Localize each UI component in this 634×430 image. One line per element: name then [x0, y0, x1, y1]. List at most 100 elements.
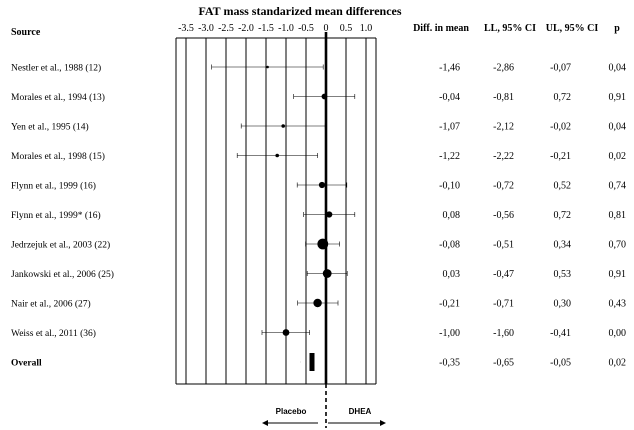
study-source: Flynn et al., 1999* (16): [11, 210, 101, 221]
overall-ll-value: -0,65: [493, 358, 514, 369]
x-tick-label: 0.5: [340, 23, 353, 34]
study-source: Yen et al., 1995 (14): [11, 122, 89, 133]
study-ll-value: -0,56: [493, 210, 514, 221]
point-estimate: [275, 153, 280, 158]
point-estimate: [318, 181, 326, 189]
study-source: Flynn et al., 1999 (16): [11, 181, 96, 192]
header-source: Source: [11, 27, 41, 38]
study-ul-value: -0,02: [550, 122, 571, 133]
study-row: Flynn et al., 1999 (16) -0,10 -0,72 0,52 0,7…: [11, 181, 626, 192]
study-p-value: 0,43: [609, 299, 627, 310]
study-ul-value: -0,41: [550, 328, 571, 339]
study-p-value: 0,91: [609, 92, 627, 103]
header-diff: Diff. in mean: [413, 23, 469, 34]
point-estimate: [281, 124, 286, 128]
overall-row: Overall -0,35 -0,65 -0,05 0,02: [11, 353, 626, 371]
point-estimate: [266, 65, 269, 69]
x-tick-label: -2.0: [238, 23, 254, 34]
point-estimate: [317, 238, 329, 250]
study-ul-value: 0,72: [554, 210, 572, 221]
study-source: Weiss et al., 2011 (36): [11, 328, 96, 339]
point-estimate: [322, 269, 332, 278]
study-row: Flynn et al., 1999* (16) 0,08 -0,56 0,72 0,8…: [11, 210, 626, 221]
point-estimate: [313, 298, 322, 308]
study-ll-value: -0,71: [493, 299, 514, 310]
study-diff-value: 0,03: [443, 269, 461, 280]
plot-frame: [175, 32, 377, 428]
favors-footer: Placebo DHEA: [262, 407, 386, 426]
x-tick-label: -0.5: [298, 23, 314, 34]
study-source: Jedrzejuk et al., 2003 (22): [11, 240, 110, 251]
study-ll-value: -0,51: [493, 240, 514, 251]
study-p-value: 0,04: [609, 63, 627, 74]
study-diff-value: -0,21: [439, 299, 460, 310]
study-ul-value: 0,53: [554, 269, 572, 280]
favors-right-label: DHEA: [349, 407, 372, 416]
study-ll-value: -0,47: [493, 269, 514, 280]
study-ul-value: 0,52: [554, 181, 572, 192]
study-ul-value: 0,34: [554, 240, 572, 251]
study-p-value: 0,74: [609, 181, 627, 192]
study-source: Morales et al., 1994 (13): [11, 92, 105, 103]
study-row: Jankowski et al., 2006 (25) 0,03 -0,47 0,53…: [11, 269, 626, 280]
study-p-value: 0,91: [609, 269, 627, 280]
overall-estimate-marker: [309, 353, 315, 371]
point-estimate: [326, 211, 333, 218]
x-tick-label: -2.5: [218, 23, 234, 34]
study-rows: Nestler et al., 1988 (12) -1,46 -2,86 -0,07…: [11, 63, 626, 340]
study-source: Morales et al., 1998 (15): [11, 151, 105, 162]
study-row: Nair et al., 2006 (27) -0,21 -0,71 0,30 0,43: [11, 299, 626, 310]
point-estimate: [321, 93, 328, 100]
overall-diff-value: -0,35: [439, 358, 460, 369]
overall-label: Overall: [11, 359, 42, 369]
study-source: Jankowski et al., 2006 (25): [11, 269, 114, 280]
x-tick-label: -1.5: [258, 23, 274, 34]
study-diff-value: -0,10: [439, 181, 460, 192]
study-source: Nair et al., 2006 (27): [11, 299, 91, 310]
study-diff-value: -0,08: [439, 240, 460, 251]
study-row: Morales et al., 1998 (15) -1,22 -2,22 -0,21…: [11, 151, 626, 162]
study-p-value: 0,00: [609, 328, 627, 339]
study-source: Nestler et al., 1988 (12): [11, 63, 101, 74]
overall-p-value: 0,02: [609, 358, 627, 369]
overall-ul-value: -0,05: [550, 358, 571, 369]
study-p-value: 0,04: [609, 122, 627, 133]
study-ul-value: 0,30: [554, 299, 572, 310]
study-row: Weiss et al., 2011 (36) -1,00 -1,60 -0,41 0,…: [11, 328, 626, 339]
study-ul-value: -0,21: [550, 151, 571, 162]
study-diff-value: -0,04: [439, 92, 460, 103]
header-p: p: [614, 23, 620, 34]
study-diff-value: -1,22: [439, 151, 460, 162]
header-ul: UL, 95% CI: [546, 23, 599, 34]
study-p-value: 0,02: [609, 151, 627, 162]
x-axis-tick-labels: -3.5 -3.0 -2.5 -2.0 -1.5 -1.0 -0.5 0 0.5 1.0: [178, 23, 372, 34]
study-diff-value: -1,46: [439, 63, 460, 74]
study-ll-value: -0,81: [493, 92, 514, 103]
x-tick-label: -3.0: [198, 23, 214, 34]
header-ll: LL, 95% CI: [484, 23, 536, 34]
study-p-value: 0,70: [609, 240, 627, 251]
x-tick-label: 0: [324, 23, 329, 34]
study-diff-value: -1,07: [439, 122, 460, 133]
chart-title: FAT mass standarized mean differences: [198, 4, 401, 18]
study-ul-value: -0,07: [550, 63, 571, 74]
study-row: Jedrzejuk et al., 2003 (22) -0,08 -0,51 0,3…: [11, 238, 627, 251]
study-ll-value: -2,86: [493, 63, 514, 74]
x-tick-label: 1.0: [360, 23, 373, 34]
study-ll-value: -1,60: [493, 328, 514, 339]
study-ul-value: 0,72: [554, 92, 572, 103]
point-estimate: [282, 329, 290, 336]
x-tick-label: -1.0: [278, 23, 294, 34]
favors-left-arrowhead: [262, 420, 268, 426]
study-ll-value: -2,12: [493, 122, 514, 133]
study-ll-value: -2,22: [493, 151, 514, 162]
study-p-value: 0,81: [609, 210, 627, 221]
favors-left-label: Placebo: [276, 407, 307, 416]
favors-right-arrowhead: [380, 420, 386, 426]
study-diff-value: 0,08: [443, 210, 461, 221]
study-row: Yen et al., 1995 (14) -1,07 -2,12 -0,02 0,04: [11, 122, 626, 133]
study-ll-value: -0,72: [493, 181, 514, 192]
study-diff-value: -1,00: [439, 328, 460, 339]
x-tick-label: -3.5: [178, 23, 194, 34]
